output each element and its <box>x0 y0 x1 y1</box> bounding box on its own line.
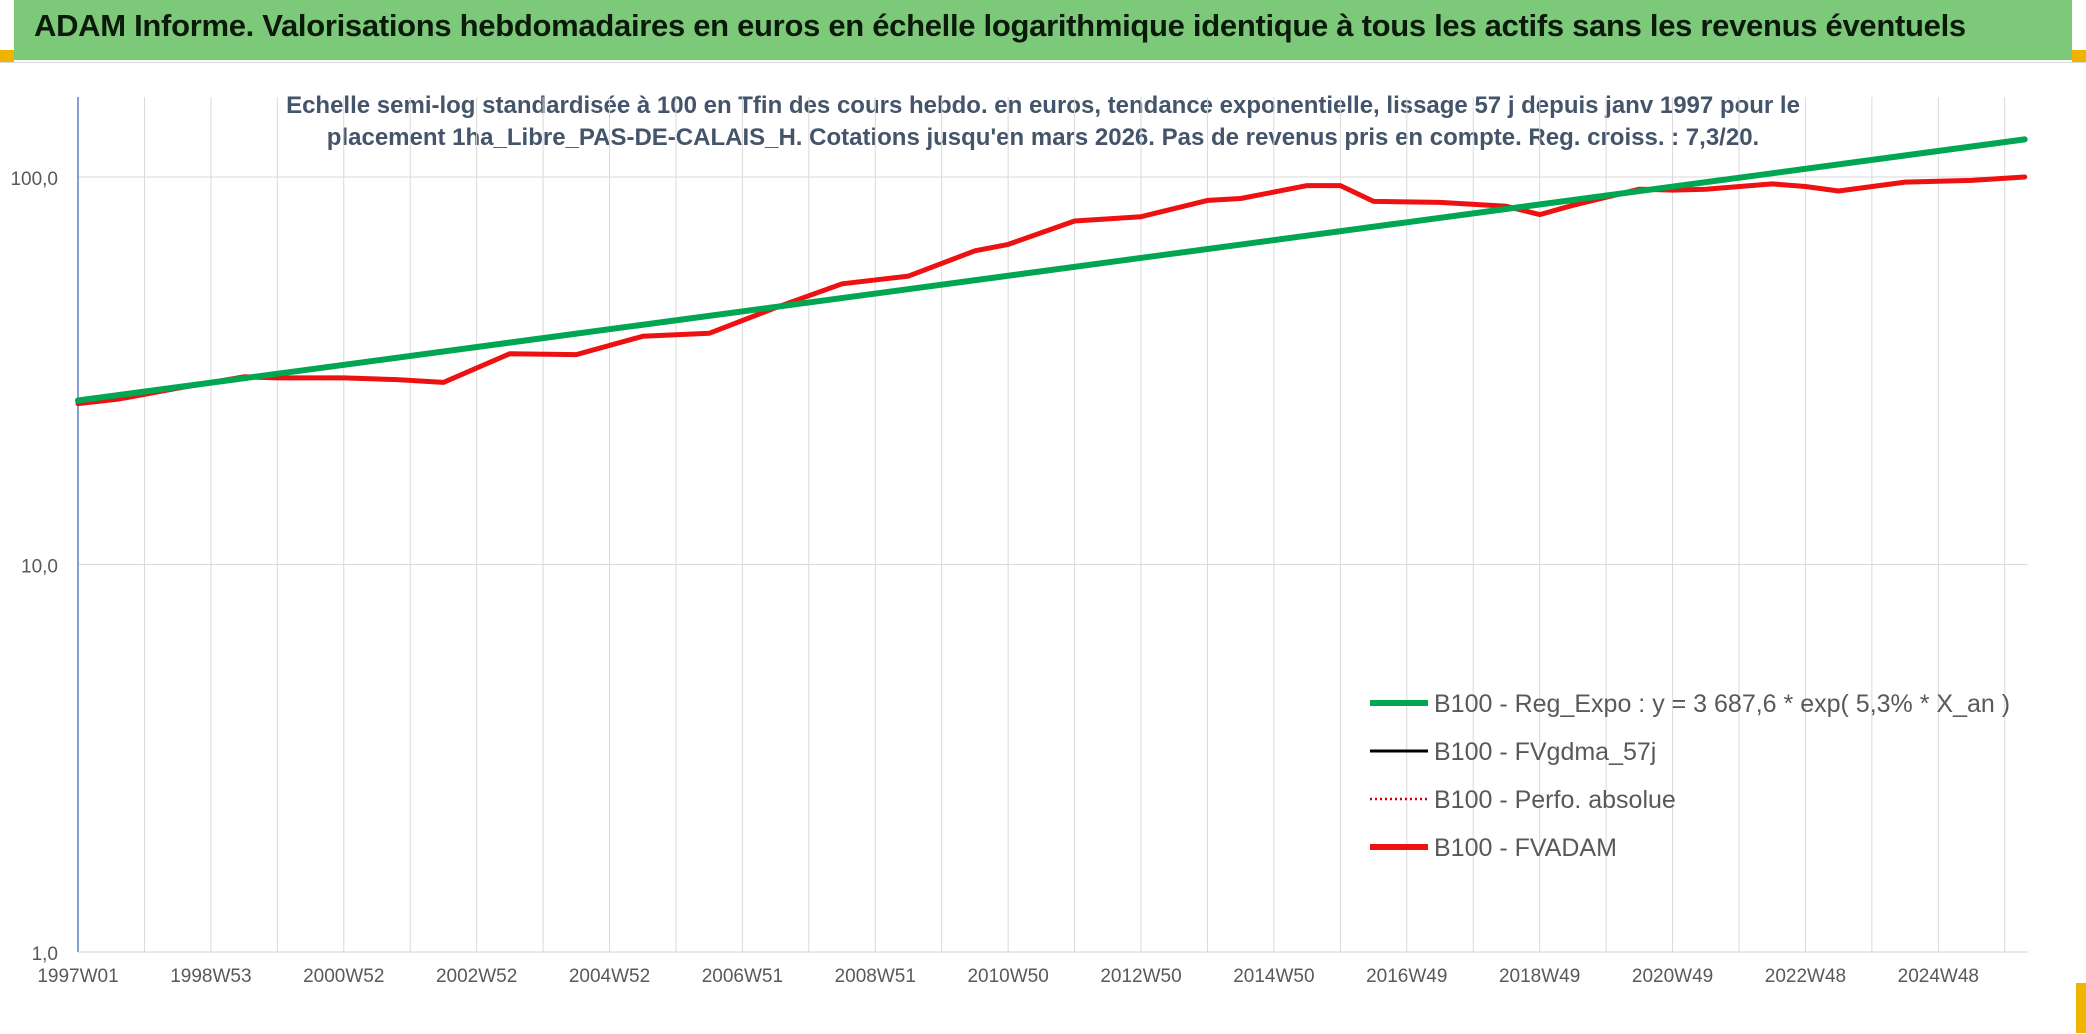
x-tick-label: 2016W49 <box>1366 966 1447 987</box>
y-tick-label: 1,0 <box>32 944 58 965</box>
x-tick-label: 2020W49 <box>1632 966 1713 987</box>
corner-marker-left <box>0 50 14 62</box>
x-tick-label: 2024W48 <box>1898 966 1979 987</box>
report-title: ADAM Informe. Valorisations hebdomadaire… <box>34 8 1966 43</box>
corner-marker-bottom-right <box>2076 983 2086 1033</box>
x-tick-label: 2014W50 <box>1233 966 1314 987</box>
legend: B100 - Reg_Expo : y = 3 687,6 * exp( 5,3… <box>1370 690 2010 862</box>
x-tick-label: 2006W51 <box>702 966 783 987</box>
x-tick-label: 2022W48 <box>1765 966 1846 987</box>
x-tick-label: 2000W52 <box>303 966 384 987</box>
x-tick-label: 2004W52 <box>569 966 650 987</box>
x-tick-label: 2010W50 <box>967 966 1048 987</box>
chart-area: Echelle semi-log standardisée à 100 en T… <box>0 62 2086 1034</box>
chart-title-line: Echelle semi-log standardisée à 100 en T… <box>286 92 1800 119</box>
y-tick-label: 100,0 <box>10 169 58 190</box>
grid <box>77 97 2028 953</box>
x-tick-label: 2002W52 <box>436 966 517 987</box>
x-tick-label: 2008W51 <box>835 966 916 987</box>
x-tick-label: 1997W01 <box>37 966 118 987</box>
legend-label: B100 - FVADAM <box>1434 834 1617 862</box>
legend-label: B100 - FVgdma_57j <box>1434 738 1656 766</box>
fvadam-line <box>75 174 2028 407</box>
chart-title: Echelle semi-log standardisée à 100 en T… <box>286 92 1800 151</box>
regression-line <box>75 136 2028 404</box>
report-banner: ADAM Informe. Valorisations hebdomadaire… <box>14 0 2072 60</box>
legend-label: B100 - Perfo. absolue <box>1434 786 1676 814</box>
chart-title-line: placement 1ha_Libre_PAS-DE-CALAIS_H. Cot… <box>327 124 1759 151</box>
y-tick-label: 10,0 <box>21 557 58 578</box>
series <box>75 136 2028 407</box>
x-tick-label: 2018W49 <box>1499 966 1580 987</box>
log-line-chart: Echelle semi-log standardisée à 100 en T… <box>10 92 2028 987</box>
x-tick-label: 2012W50 <box>1100 966 1181 987</box>
corner-marker-right <box>2072 50 2086 62</box>
x-tick-label: 1998W53 <box>170 966 251 987</box>
legend-label: B100 - Reg_Expo : y = 3 687,6 * exp( 5,3… <box>1434 690 2010 718</box>
axes: 1,0 10,0 100,0 1997W01 1998W53 2000W52 2002W52… <box>10 97 2028 987</box>
